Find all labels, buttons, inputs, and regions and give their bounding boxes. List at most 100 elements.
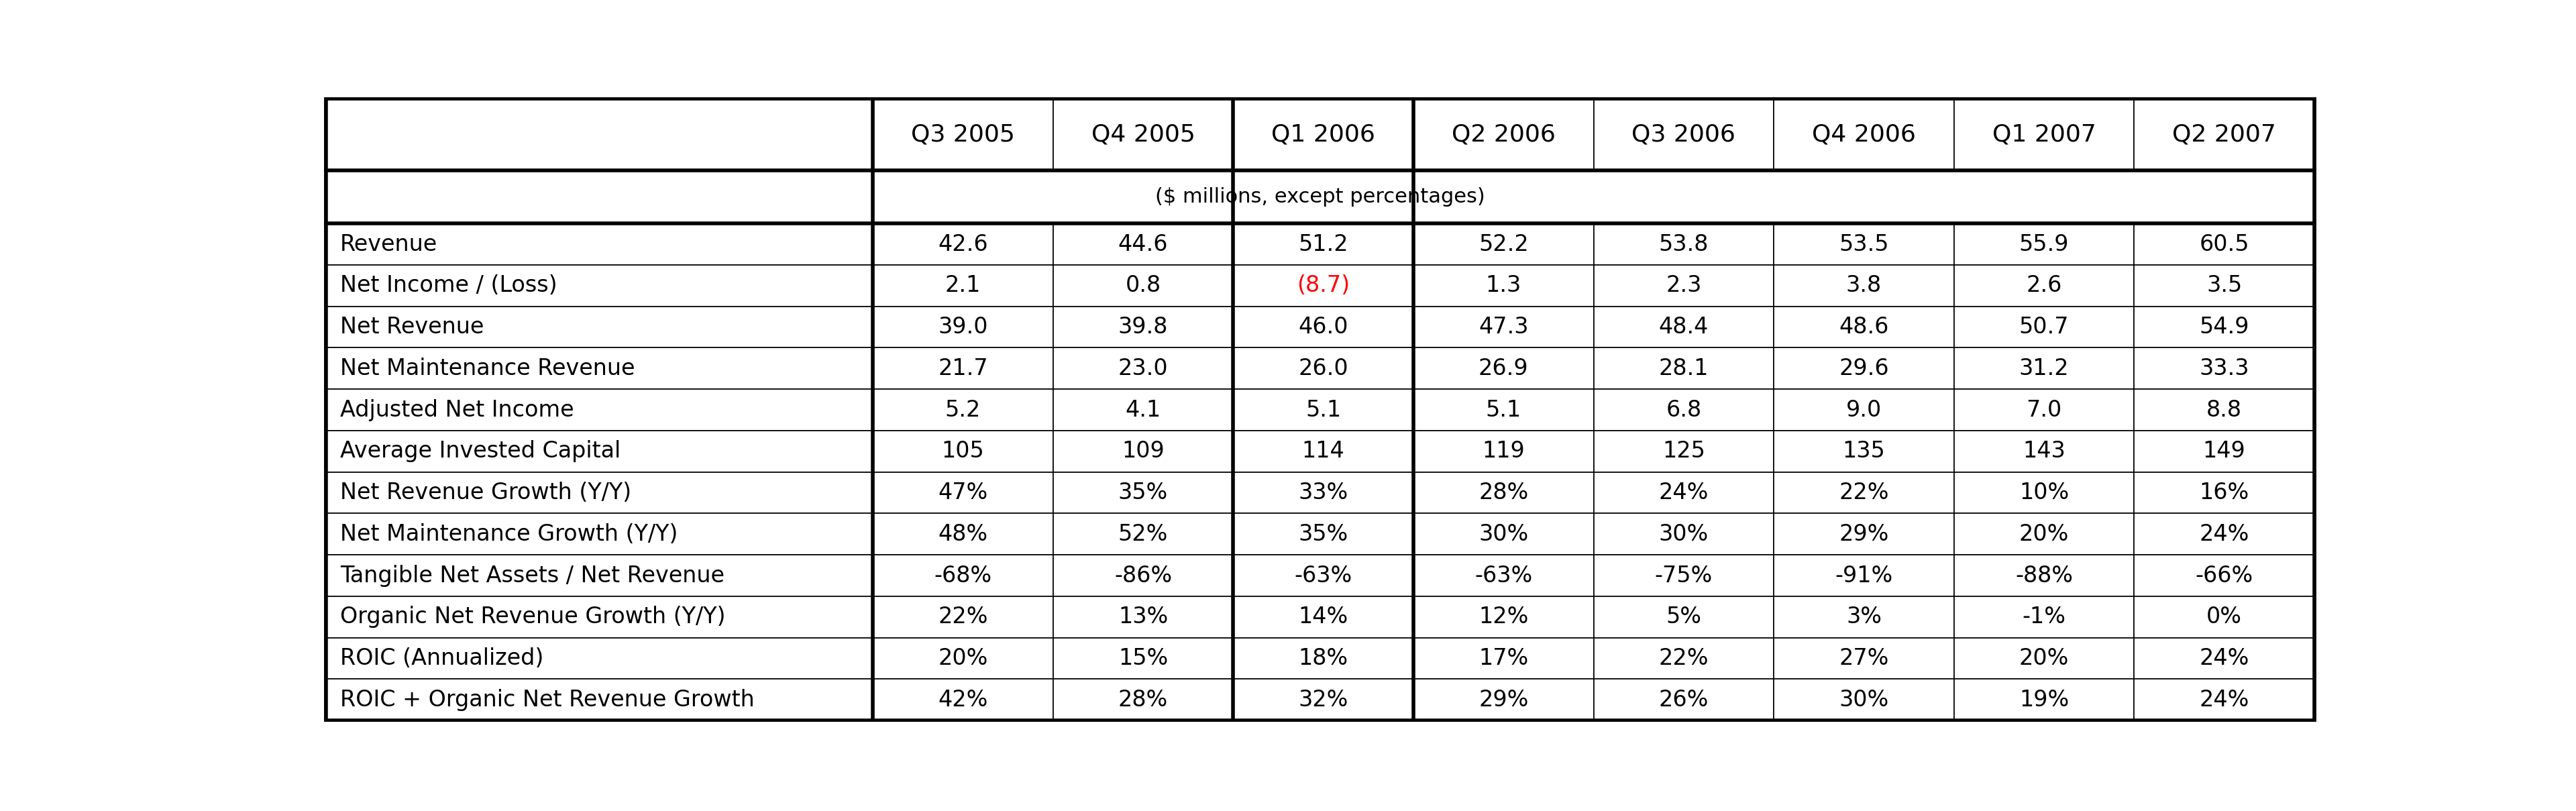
Text: 32%: 32%	[1298, 689, 1347, 711]
Text: 20%: 20%	[2020, 647, 2069, 669]
Text: 2.3: 2.3	[1667, 275, 1703, 297]
Bar	[1595, 679, 1775, 720]
Text: 24%: 24%	[2200, 523, 2249, 545]
Bar	[327, 99, 873, 170]
Text: Q1 2006: Q1 2006	[1273, 123, 1376, 146]
Bar	[873, 348, 1054, 389]
Text: 10%: 10%	[2020, 482, 2069, 504]
Text: 6.8: 6.8	[1667, 399, 1703, 421]
Bar	[1054, 265, 1234, 307]
Text: -1%: -1%	[2022, 606, 2066, 628]
Text: 42%: 42%	[938, 689, 987, 711]
Text: 143: 143	[2022, 440, 2066, 462]
Text: 23.0: 23.0	[1118, 358, 1167, 380]
Bar	[1775, 596, 1955, 637]
Bar	[873, 431, 1054, 472]
Text: 33%: 33%	[1298, 482, 1347, 504]
Bar	[1595, 224, 1775, 265]
Bar	[1054, 513, 1234, 555]
Bar	[1955, 472, 2133, 513]
Text: 114: 114	[1301, 440, 1345, 462]
Text: 42.6: 42.6	[938, 233, 989, 255]
Text: -63%: -63%	[1473, 564, 1533, 586]
Text: 52%: 52%	[1118, 523, 1167, 545]
Bar	[2133, 99, 2313, 170]
Bar	[1414, 472, 1595, 513]
Bar	[1414, 307, 1595, 348]
Text: -86%: -86%	[1115, 564, 1172, 586]
Text: 9.0: 9.0	[1847, 399, 1880, 421]
Bar	[1234, 596, 1414, 637]
Bar	[1955, 679, 2133, 720]
Bar	[1234, 389, 1414, 431]
Text: 21.7: 21.7	[938, 358, 989, 380]
Text: 0.8: 0.8	[1126, 275, 1162, 297]
Bar	[1595, 99, 1775, 170]
Bar	[327, 637, 873, 679]
Text: 26.9: 26.9	[1479, 358, 1528, 380]
Bar	[873, 389, 1054, 431]
Bar	[327, 307, 873, 348]
Bar	[1955, 596, 2133, 637]
Text: 119: 119	[1481, 440, 1525, 462]
Text: 55.9: 55.9	[2020, 233, 2069, 255]
Bar	[2133, 679, 2313, 720]
Bar	[1595, 348, 1775, 389]
Bar	[327, 431, 873, 472]
Text: Net Maintenance Revenue: Net Maintenance Revenue	[340, 358, 634, 380]
Text: ($ millions, except percentages): ($ millions, except percentages)	[1154, 187, 1486, 207]
Bar	[1775, 431, 1955, 472]
Text: 18%: 18%	[1298, 647, 1347, 669]
Text: 53.8: 53.8	[1659, 233, 1708, 255]
Text: Net Revenue: Net Revenue	[340, 316, 484, 338]
Bar	[1595, 265, 1775, 307]
Bar	[1414, 265, 1595, 307]
Text: Q4 2006: Q4 2006	[1811, 123, 1917, 146]
Bar	[1775, 224, 1955, 265]
Bar	[327, 513, 873, 555]
Bar	[1955, 224, 2133, 265]
Bar	[1955, 99, 2133, 170]
Bar	[1414, 555, 1595, 596]
Bar	[1775, 513, 1955, 555]
Bar	[2133, 224, 2313, 265]
Bar	[1414, 431, 1595, 472]
Text: Average Invested Capital: Average Invested Capital	[340, 440, 621, 462]
Bar	[1955, 389, 2133, 431]
Text: 14%: 14%	[1298, 606, 1347, 628]
Bar	[1414, 637, 1595, 679]
Bar	[1234, 555, 1414, 596]
Text: Q1 2007: Q1 2007	[1991, 123, 2097, 146]
Bar	[1414, 389, 1595, 431]
Text: 17%: 17%	[1479, 647, 1528, 669]
Bar	[1955, 265, 2133, 307]
Text: 53.5: 53.5	[1839, 233, 1888, 255]
Text: 20%: 20%	[938, 647, 987, 669]
Text: 28%: 28%	[1479, 482, 1528, 504]
Bar	[1234, 224, 1414, 265]
Text: 16%: 16%	[2200, 482, 2249, 504]
Bar	[327, 472, 873, 513]
Bar	[1955, 637, 2133, 679]
Bar	[873, 472, 1054, 513]
Bar	[1775, 99, 1955, 170]
Bar	[1955, 555, 2133, 596]
Bar	[1414, 99, 1595, 170]
Text: 27%: 27%	[1839, 647, 1888, 669]
Bar	[1054, 431, 1234, 472]
Text: 22%: 22%	[938, 606, 987, 628]
Text: Net Revenue Growth (Y/Y): Net Revenue Growth (Y/Y)	[340, 482, 631, 504]
Bar	[327, 265, 873, 307]
Text: Q4 2005: Q4 2005	[1092, 123, 1195, 146]
Text: 28.1: 28.1	[1659, 358, 1708, 380]
Bar	[2133, 513, 2313, 555]
Text: 2.1: 2.1	[945, 275, 981, 297]
Bar	[2133, 472, 2313, 513]
Bar	[327, 224, 873, 265]
Text: 47%: 47%	[938, 482, 987, 504]
Bar	[1234, 431, 1414, 472]
Text: 20%: 20%	[2020, 523, 2069, 545]
Bar	[2133, 307, 2313, 348]
Bar	[1054, 679, 1234, 720]
Text: 44.6: 44.6	[1118, 233, 1167, 255]
